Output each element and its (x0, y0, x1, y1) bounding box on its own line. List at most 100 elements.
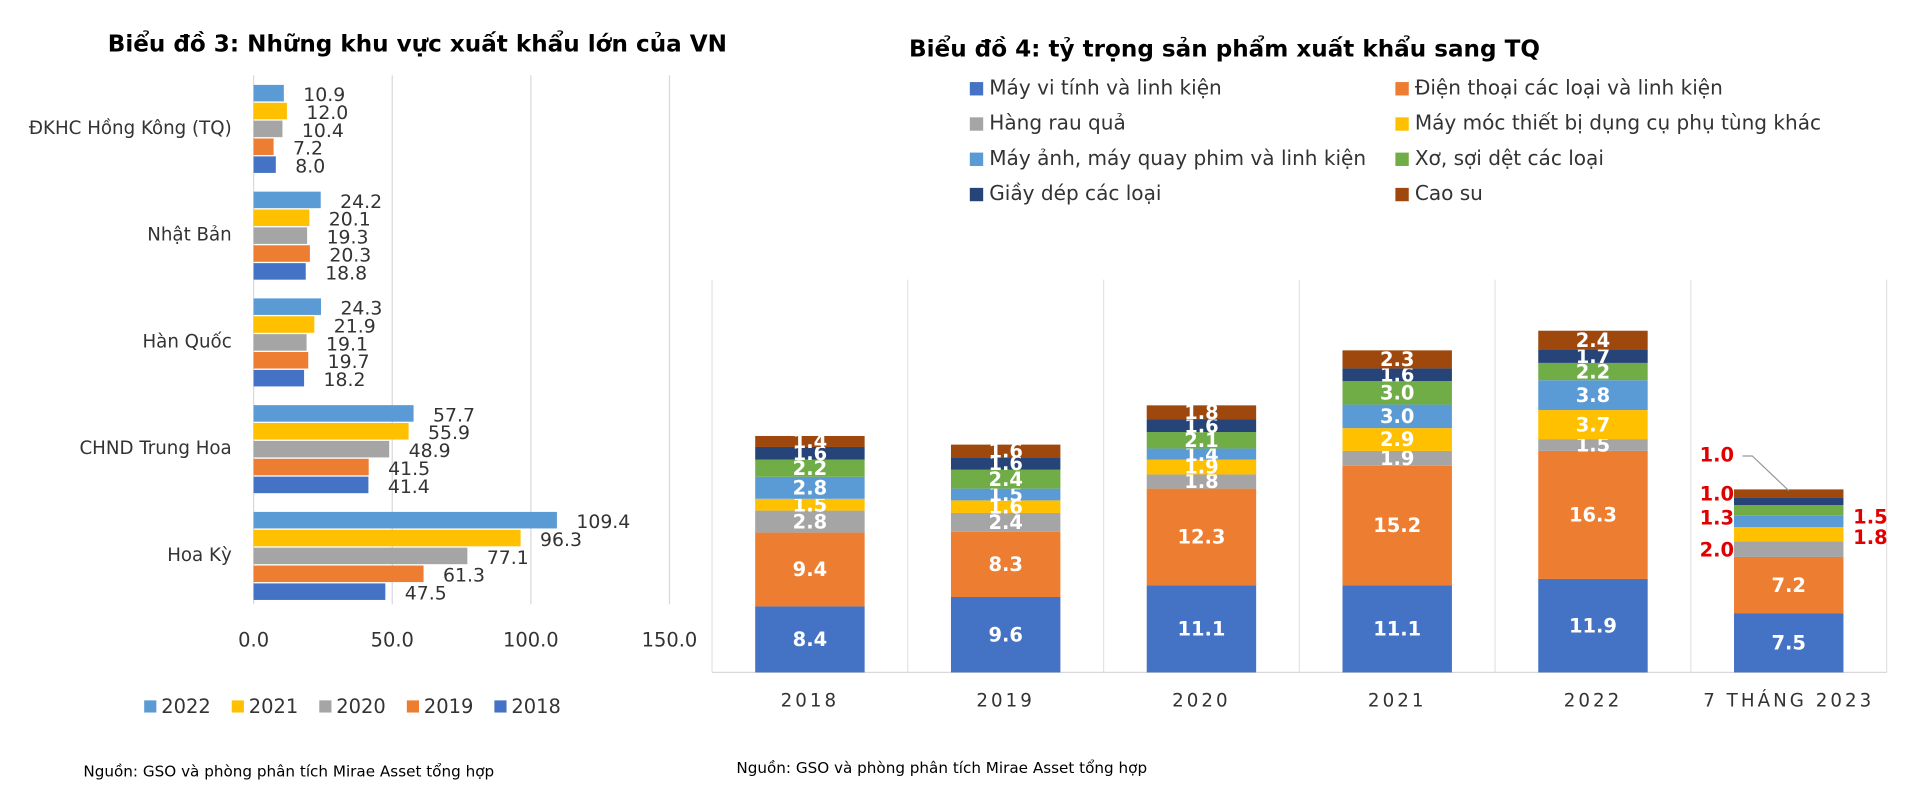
bar-segment (1146, 474, 1257, 489)
bar-segment (950, 469, 1061, 489)
data-label: 2.8 (793, 510, 827, 533)
bar-segment (1342, 350, 1452, 369)
x-tick-label: 7 THÁNG 2023 (1703, 690, 1874, 712)
data-label: 1.5 (1853, 505, 1887, 528)
bar (253, 458, 369, 476)
data-label: 48.9 (409, 441, 451, 462)
bar (253, 156, 276, 173)
bar-segment (950, 500, 1061, 513)
data-label: 7.5 (1772, 632, 1806, 655)
x-tick-label: 100.0 (503, 628, 559, 651)
x-tick-label: 2021 (1368, 691, 1427, 712)
leader-line (1742, 455, 1790, 492)
bar-segment (1146, 432, 1257, 449)
bar-segment (1342, 404, 1452, 429)
data-label: 7.2 (293, 139, 323, 160)
bar (253, 138, 274, 156)
legend-label: Cao su (1415, 181, 1483, 205)
data-label: 18.8 (325, 263, 367, 284)
data-label: 1.6 (1184, 414, 1218, 437)
data-label: 1.8 (1184, 470, 1218, 493)
bar (253, 84, 284, 102)
data-label: 1.5 (1576, 434, 1610, 457)
source-note: Nguồn: GSO và phòng phân tích Mirae Asse… (736, 759, 1147, 777)
data-label: 2.9 (1380, 428, 1414, 451)
x-tick-label: 2019 (976, 691, 1035, 712)
source-note: Nguồn: GSO và phòng phân tích Mirae Asse… (83, 763, 494, 781)
data-label: 55.9 (428, 423, 470, 444)
bar-segment (1734, 541, 1844, 557)
data-label: 41.5 (388, 459, 430, 480)
data-label: 9.6 (988, 623, 1022, 646)
bar-segment (1342, 450, 1452, 466)
data-label: 15.2 (1373, 514, 1421, 537)
data-label: 1.6 (988, 440, 1022, 463)
bar (253, 102, 287, 120)
data-label: 41.4 (388, 477, 430, 498)
bar-segment (950, 488, 1061, 501)
data-label: 1.6 (1380, 363, 1414, 386)
bar-segment (1538, 362, 1648, 381)
legend-swatch (969, 187, 984, 202)
bar-segment (1146, 459, 1257, 475)
category-label: Hoa Kỳ (167, 545, 232, 566)
data-label: 3.7 (1576, 413, 1610, 436)
chart-title: Biểu đồ 3: Những khu vực xuất khẩu lớn c… (108, 30, 727, 57)
bar (253, 334, 307, 351)
data-label: 7.2 (1772, 574, 1806, 597)
category-label: CHND Trung Hoa (79, 438, 231, 459)
legend-label: Xơ, sợi dệt các loại (1415, 146, 1604, 170)
bar-segment (755, 476, 865, 499)
data-label: 1.8 (1184, 401, 1218, 424)
bar (253, 298, 321, 315)
data-label: 24.2 (340, 192, 382, 213)
data-label: 3.0 (1380, 405, 1414, 428)
bar (253, 440, 390, 458)
data-label: 12.3 (1177, 526, 1225, 549)
data-label: 2.1 (1184, 429, 1218, 452)
legend-label: 2019 (424, 695, 473, 718)
bar (253, 120, 283, 138)
data-label: 1.6 (988, 495, 1022, 518)
legend-swatch (494, 700, 507, 713)
data-label: 2.8 (793, 477, 827, 500)
bar-segment (755, 446, 865, 460)
legend-label: 2018 (511, 695, 560, 718)
data-label: 1.9 (1380, 447, 1414, 470)
data-label: 11.9 (1569, 614, 1617, 637)
legend-label: Máy vi tính và linh kiện (989, 75, 1222, 99)
bar (253, 245, 310, 262)
legend-swatch (406, 700, 419, 713)
bar-segment (1342, 428, 1452, 451)
legend-swatch (969, 152, 984, 166)
data-label: 11.1 (1177, 618, 1225, 641)
data-label: 47.5 (405, 584, 447, 605)
data-label: 1.6 (988, 452, 1022, 475)
legend-label: Máy móc thiết bị dụng cụ phụ tùng khác (1415, 111, 1821, 135)
bar-segment (950, 444, 1061, 458)
bar-segment (1146, 585, 1257, 673)
x-tick-label: 0.0 (238, 628, 269, 651)
data-label: 1.0 (1700, 443, 1734, 466)
category-label: ĐKHC Hồng Kông (TQ) (29, 118, 232, 139)
data-label: 61.3 (443, 566, 485, 587)
bar-segment (1734, 489, 1844, 498)
bar-segment (1734, 527, 1844, 542)
bar-segment (1538, 578, 1648, 673)
bar (253, 423, 409, 440)
legend-label: 2022 (161, 695, 210, 718)
data-label: 2.4 (988, 468, 1022, 491)
data-label: 8.0 (295, 157, 325, 178)
bar (253, 547, 468, 565)
data-label: 10.4 (302, 121, 344, 142)
data-label: 20.1 (329, 210, 371, 231)
bar-segment (1538, 349, 1648, 363)
data-label: 109.4 (576, 512, 630, 533)
legend-label: 2021 (249, 695, 298, 718)
data-label: 3.8 (1576, 384, 1610, 407)
bar-segment (1538, 380, 1648, 411)
data-label: 8.3 (988, 553, 1022, 576)
data-label: 57.7 (433, 405, 475, 426)
